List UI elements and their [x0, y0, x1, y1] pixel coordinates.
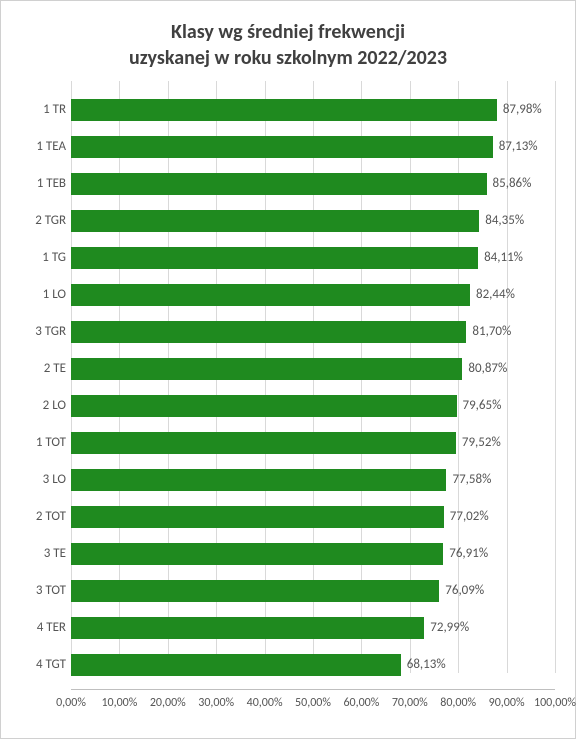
bar-category-label: 4 TER	[11, 620, 66, 635]
x-tick-label: 0,00%	[56, 696, 86, 710]
bar-category-label: 1 TR	[11, 102, 66, 117]
bar-row: 3 TOT76,09%	[71, 572, 555, 609]
bar-track: 79,52%	[71, 432, 555, 454]
bar-value-label: 87,98%	[497, 99, 542, 121]
x-tick-label: 70,00%	[392, 696, 428, 710]
bar-category-label: 3 TE	[11, 546, 66, 561]
chart-bars: 1 TR87,98%1 TEA87,13%1 TEB85,86%2 TGR84,…	[71, 91, 555, 683]
bar-fill	[71, 210, 479, 232]
bar-row: 4 TER72,99%	[71, 609, 555, 646]
bar-fill	[71, 173, 487, 195]
bar-fill	[71, 469, 446, 491]
bar-category-label: 1 LO	[11, 287, 66, 302]
bar-category-label: 3 TOT	[11, 583, 66, 598]
bar-category-label: 4 TGT	[11, 657, 66, 672]
bar-track: 82,44%	[71, 284, 555, 306]
bar-fill	[71, 432, 456, 454]
bar-value-label: 84,35%	[479, 210, 524, 232]
x-tick-label: 10,00%	[101, 696, 137, 710]
bar-track: 81,70%	[71, 321, 555, 343]
bar-fill	[71, 543, 443, 565]
bar-track: 87,98%	[71, 99, 555, 121]
chart-title: Klasy wg średniej frekwencji uzyskanej w…	[1, 1, 575, 81]
bar-row: 3 LO77,58%	[71, 461, 555, 498]
bar-fill	[71, 654, 401, 676]
bar-row: 1 TEB85,86%	[71, 165, 555, 202]
x-tick-label: 60,00%	[343, 696, 379, 710]
gridline	[555, 81, 556, 673]
bar-row: 2 TGR84,35%	[71, 202, 555, 239]
bar-row: 1 TEA87,13%	[71, 128, 555, 165]
bar-row: 1 LO82,44%	[71, 276, 555, 313]
bar-track: 87,13%	[71, 136, 555, 158]
bar-track: 68,13%	[71, 654, 555, 676]
bar-row: 1 TOT79,52%	[71, 424, 555, 461]
bar-category-label: 2 LO	[11, 398, 66, 413]
bar-fill	[71, 284, 470, 306]
bar-track: 76,09%	[71, 580, 555, 602]
bar-value-label: 76,09%	[439, 580, 484, 602]
bar-category-label: 3 TGR	[11, 324, 66, 339]
bar-value-label: 77,58%	[446, 469, 491, 491]
bar-fill	[71, 136, 493, 158]
bar-row: 2 TE80,87%	[71, 350, 555, 387]
bar-track: 76,91%	[71, 543, 555, 565]
bar-fill	[71, 395, 457, 417]
x-tick-label: 80,00%	[440, 696, 476, 710]
x-tick-label: 30,00%	[198, 696, 234, 710]
chart-title-line1: Klasy wg średniej frekwencji	[21, 19, 555, 45]
bar-value-label: 79,65%	[457, 395, 502, 417]
bar-fill	[71, 617, 424, 639]
bar-category-label: 1 TEB	[11, 176, 66, 191]
bar-category-label: 3 LO	[11, 472, 66, 487]
bar-value-label: 77,02%	[444, 506, 489, 528]
bar-category-label: 1 TEA	[11, 139, 66, 154]
bar-value-label: 85,86%	[487, 173, 532, 195]
bar-fill	[71, 580, 439, 602]
bar-category-label: 2 TGR	[11, 213, 66, 228]
x-tick-label: 40,00%	[247, 696, 283, 710]
bar-track: 77,02%	[71, 506, 555, 528]
bar-row: 3 TGR81,70%	[71, 313, 555, 350]
bar-track: 72,99%	[71, 617, 555, 639]
bar-row: 3 TE76,91%	[71, 535, 555, 572]
bar-category-label: 1 TOT	[11, 435, 66, 450]
chart-plot-area: 1 TR87,98%1 TEA87,13%1 TEB85,86%2 TGR84,…	[1, 81, 575, 683]
bar-value-label: 72,99%	[424, 617, 469, 639]
x-tick-label: 100,00%	[534, 696, 576, 710]
x-tick-label: 20,00%	[150, 696, 186, 710]
bar-value-label: 76,91%	[443, 543, 488, 565]
bar-value-label: 82,44%	[470, 284, 515, 306]
bar-value-label: 79,52%	[456, 432, 501, 454]
x-tick-label: 50,00%	[295, 696, 331, 710]
bar-category-label: 2 TOT	[11, 509, 66, 524]
bar-fill	[71, 506, 444, 528]
x-tick-label: 90,00%	[489, 696, 525, 710]
chart-title-line2: uzyskanej w roku szkolnym 2022/2023	[21, 45, 555, 71]
bar-row: 1 TG84,11%	[71, 239, 555, 276]
bar-track: 85,86%	[71, 173, 555, 195]
bar-value-label: 87,13%	[493, 136, 538, 158]
bar-fill	[71, 321, 466, 343]
bar-category-label: 2 TE	[11, 361, 66, 376]
bar-value-label: 84,11%	[478, 247, 523, 269]
bar-row: 1 TR87,98%	[71, 91, 555, 128]
bar-category-label: 1 TG	[11, 250, 66, 265]
bar-row: 4 TGT68,13%	[71, 646, 555, 683]
bar-value-label: 80,87%	[462, 358, 507, 380]
bar-track: 84,35%	[71, 210, 555, 232]
bar-fill	[71, 99, 497, 121]
bar-value-label: 68,13%	[401, 654, 446, 676]
bar-track: 77,58%	[71, 469, 555, 491]
bar-track: 79,65%	[71, 395, 555, 417]
bar-track: 84,11%	[71, 247, 555, 269]
bar-row: 2 LO79,65%	[71, 387, 555, 424]
bar-fill	[71, 358, 462, 380]
chart-x-axis: 0,00%10,00%20,00%30,00%40,00%50,00%60,00…	[71, 689, 555, 719]
bar-track: 80,87%	[71, 358, 555, 380]
bar-fill	[71, 247, 478, 269]
bar-row: 2 TOT77,02%	[71, 498, 555, 535]
bar-value-label: 81,70%	[466, 321, 511, 343]
